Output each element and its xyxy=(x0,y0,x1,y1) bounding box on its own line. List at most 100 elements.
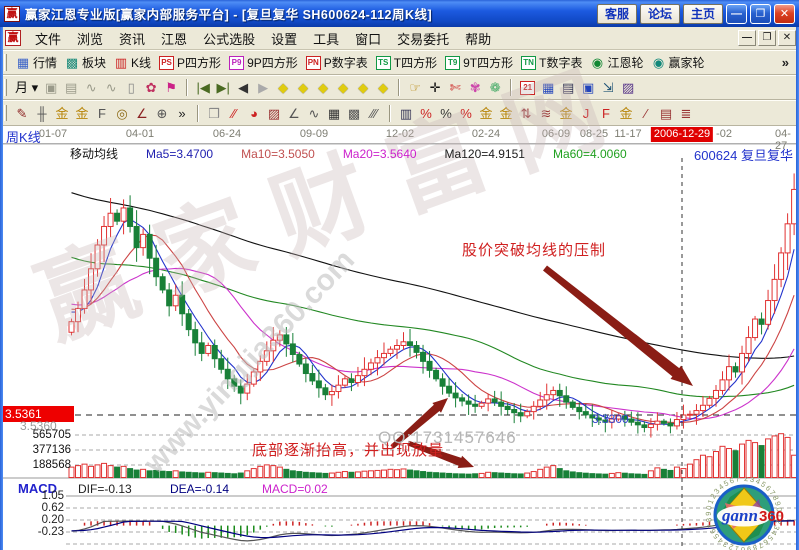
gann-circle-button[interactable]: ⊕ xyxy=(152,105,172,122)
fib-wave-button[interactable]: ≋ xyxy=(536,105,556,122)
mdi-close-button[interactable]: ✕ xyxy=(778,30,796,46)
menu-item-0[interactable]: 文件 xyxy=(35,31,62,47)
mini-chart9-icon[interactable]: ∿ xyxy=(101,79,121,96)
flag-tool-icon[interactable]: ⚑ xyxy=(161,79,181,96)
dense-grid-button[interactable]: ▦ xyxy=(324,105,344,122)
minimize-button[interactable]: — xyxy=(726,3,747,24)
forum-button[interactable]: 论坛 xyxy=(639,3,680,24)
percent-retrace-button[interactable]: % xyxy=(456,105,476,122)
flower-tool-icon[interactable]: ✿ xyxy=(141,79,161,96)
quotes-button[interactable]: ▦ 行情 xyxy=(12,53,61,72)
menu-item-7[interactable]: 窗口 xyxy=(355,31,382,47)
widen-bars-button[interactable]: ◆ xyxy=(313,79,333,96)
t-number-table-button[interactable]: TN T数字表 xyxy=(517,53,586,72)
next-bar-button[interactable]: ▶ xyxy=(253,79,273,96)
gold-section-button[interactable]: 金 xyxy=(556,105,576,122)
box-frame-button[interactable]: ❒ xyxy=(204,105,224,122)
export-button[interactable]: ⇲ xyxy=(598,79,618,96)
clover-tool-icon[interactable]: ❁ xyxy=(485,79,505,96)
level-lines-button[interactable]: ≣ xyxy=(676,105,696,122)
toolbar-handle[interactable] xyxy=(4,54,7,71)
title-bar[interactable]: 赢 赢家江恩专业版[赢家内部服务平台] - [复旦复华 SH600624-112… xyxy=(0,0,799,27)
toolbar-handle[interactable] xyxy=(4,104,7,122)
gann-wheel-button[interactable]: ◉ 江恩轮 xyxy=(586,53,647,72)
snapshot-icon[interactable]: ▣ xyxy=(41,79,61,96)
gold-grid1-button[interactable]: 金 xyxy=(52,105,72,122)
price-updown-button[interactable]: ⇅ xyxy=(516,105,536,122)
menu-item-9[interactable]: 帮助 xyxy=(465,31,492,47)
f-ruler-button[interactable]: F xyxy=(92,105,112,122)
service-button[interactable]: 客服 xyxy=(596,3,637,24)
compress-v-button[interactable]: ◆ xyxy=(373,79,393,96)
report-button[interactable]: ▤ xyxy=(558,79,578,96)
shift-right-diamond-button[interactable]: ◆ xyxy=(293,79,313,96)
brush-tool-button[interactable]: ✎ xyxy=(12,105,32,122)
toolbar-handle[interactable] xyxy=(4,79,7,96)
mdi-minimize-button[interactable]: — xyxy=(738,30,756,46)
spiral-tool-button[interactable]: ◎ xyxy=(112,105,132,122)
j-line-button[interactable]: J xyxy=(576,105,596,122)
mini-chart3-icon[interactable]: ∿ xyxy=(81,79,101,96)
expand-v-button[interactable]: ◆ xyxy=(353,79,373,96)
info-doc-icon[interactable]: ▤ xyxy=(61,79,81,96)
macd-indicator-label[interactable]: MACD xyxy=(18,481,57,496)
maximize-button[interactable]: ❐ xyxy=(750,3,771,24)
gold-grid2-button[interactable]: 金 xyxy=(72,105,92,122)
p-number-table-button[interactable]: PN P数字表 xyxy=(302,53,372,72)
knot-tool-icon[interactable]: ✾ xyxy=(465,79,485,96)
save-button[interactable]: ▣ xyxy=(578,79,598,96)
gold-circle-button[interactable]: 金 xyxy=(476,105,496,122)
percent-red-button[interactable]: % xyxy=(416,105,436,122)
shade-grid-button[interactable]: ▩ xyxy=(344,105,364,122)
calendar-button[interactable]: 21 xyxy=(517,80,538,96)
kline-button[interactable]: ▥ K线 xyxy=(110,53,155,72)
hatch-box-button[interactable]: ▨ xyxy=(264,105,284,122)
winner-wheel-button[interactable]: ◉ 赢家轮 xyxy=(647,53,708,72)
resist-line-button[interactable]: ▤ xyxy=(656,105,676,122)
hand-tool-button[interactable]: ☞ xyxy=(405,79,425,96)
speed-line-button[interactable]: ∕ xyxy=(636,105,656,122)
chart-box-button[interactable]: ▥ xyxy=(396,105,416,122)
percent-plain-button[interactable]: % xyxy=(436,105,456,122)
fan-lines-button[interactable]: ∕∕ xyxy=(224,105,244,122)
shift-left-diamond-button[interactable]: ◆ xyxy=(273,79,293,96)
menu-item-4[interactable]: 公式选股 xyxy=(203,31,256,47)
trend-angle-button[interactable]: ∠ xyxy=(284,105,304,122)
grid-tool-button[interactable]: ╫ xyxy=(32,105,52,122)
p-square-button[interactable]: PS P四方形 xyxy=(155,53,225,72)
mdi-restore-button[interactable]: ❐ xyxy=(758,30,776,46)
sectors-button[interactable]: ▩ 板块 xyxy=(61,53,110,72)
t-square-button[interactable]: TS T四方形 xyxy=(372,53,441,72)
overflow-chevron[interactable]: » xyxy=(172,105,192,122)
last-bar-button[interactable]: ▶| xyxy=(213,79,233,96)
narrow-bars-button[interactable]: ◆ xyxy=(333,79,353,96)
gold-strike-button[interactable]: 金 xyxy=(616,105,636,122)
trade-tool-button[interactable]: ▨ xyxy=(618,79,638,96)
first-bar-button[interactable]: |◀ xyxy=(193,79,213,96)
wave-tool-button[interactable]: ∿ xyxy=(304,105,324,122)
period-month-dropdown[interactable]: 月 ▾ xyxy=(12,79,41,96)
home-button[interactable]: 主页 xyxy=(682,3,723,24)
close-button[interactable]: ✕ xyxy=(774,3,795,24)
arc-box-button[interactable]: ◕ xyxy=(244,105,264,122)
menu-item-8[interactable]: 交易委托 xyxy=(397,31,450,47)
slash-lines-button[interactable]: ∕∕∕ xyxy=(364,105,384,122)
menu-item-2[interactable]: 资讯 xyxy=(119,31,146,47)
crosshair-tool-button[interactable]: ✛ xyxy=(425,79,445,96)
mini-candle-icon[interactable]: ▯ xyxy=(121,79,141,96)
9t-square-button[interactable]: T9 9T四方形 xyxy=(441,53,517,72)
toolbar-overflow-chevron[interactable]: » xyxy=(781,55,789,70)
menu-item-1[interactable]: 浏览 xyxy=(77,31,104,47)
cut-tool-button[interactable]: ✄ xyxy=(445,79,465,96)
9p-square-button[interactable]: P9 9P四方形 xyxy=(225,53,302,72)
menu-item-3[interactable]: 江恩 xyxy=(161,31,188,47)
gold-level-button[interactable]: 金 xyxy=(496,105,516,122)
angle-pen-button[interactable]: ∠ xyxy=(132,105,152,122)
calculator-button[interactable]: ▦ xyxy=(538,79,558,96)
app-menu-icon[interactable]: 赢 xyxy=(5,30,21,46)
prev-bar-button[interactable]: ◀ xyxy=(233,79,253,96)
menu-item-5[interactable]: 设置 xyxy=(271,31,298,47)
menu-item-6[interactable]: 工具 xyxy=(313,31,340,47)
f-line-button[interactable]: F xyxy=(596,105,616,122)
